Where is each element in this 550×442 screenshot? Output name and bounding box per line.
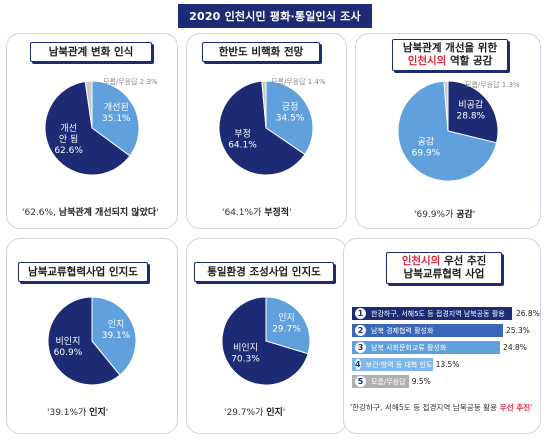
- panel-4-caption: '39.1%가 인지': [47, 408, 109, 418]
- bar-label-3: 남북 사회문화교류 활성화: [371, 343, 447, 352]
- bar-value-1: 26.8%: [516, 309, 540, 318]
- panel-6-title-line2: 남북교류협력 사업: [403, 268, 485, 280]
- pie-slice-value-2: 62.6%: [54, 146, 83, 156]
- panel-3-title: 남북관계 개선을 위한 인천시의 역할 공감: [392, 39, 508, 71]
- pie-slice-1: [265, 80, 314, 156]
- pie-slice-value-2: 69.9%: [412, 148, 441, 158]
- pie-slice-label-2: 비인지: [233, 343, 258, 354]
- pie-slice-value-1: 29.7%: [272, 324, 301, 334]
- bar-value-2: 25.3%: [506, 326, 530, 335]
- bar-5: 5 모름/무응답: [352, 375, 409, 388]
- bar-rank-4: 4: [355, 359, 361, 370]
- pie-slice-2: [221, 296, 309, 386]
- pie-slice-3: [443, 80, 449, 132]
- bar-label-2: 남북 경제협력 활성화: [371, 326, 434, 335]
- pie-slice-2: [218, 80, 306, 176]
- page-title: 2020 인천시민 평화·통일인식 조사: [178, 4, 372, 28]
- bar-4: 4 보건·방역 등 대북 인도적 지원: [352, 358, 454, 371]
- bar-value-3: 24.8%: [503, 343, 527, 352]
- pie-slice-label-1: 긍정: [282, 102, 299, 113]
- pie-slice-value-2: 60.9%: [54, 348, 83, 358]
- pie-slice-2: [44, 80, 131, 176]
- pie-slice-label-2: 공감: [418, 135, 435, 147]
- pie-slice-label-2: 비인지: [56, 336, 81, 347]
- panel-3-title-line1: 남북관계 개선을 위한: [402, 42, 498, 54]
- pie-slice-value-2: 64.1%: [228, 140, 257, 150]
- bar-row-1: 1 한강하구, 서해5도 등 접경지역 남북공동 활용: [352, 307, 512, 320]
- bar-row-4: 4 보건·방역 등 대북 인도적 지원: [352, 358, 454, 371]
- panel-4-title: 남북교류협력사업 인지도: [18, 262, 148, 282]
- panel-5-title: 통일환경 조성사업 인지도: [194, 262, 334, 282]
- pie-slice-1: [447, 80, 499, 144]
- panel-1-title: 남북관계 변화 인식: [30, 42, 152, 62]
- bar-1: 1 한강하구, 서해5도 등 접경지역 남북공동 활용: [352, 307, 512, 320]
- pie-slice-3: [261, 80, 267, 129]
- pie-slice-value-2: 70.3%: [231, 355, 260, 365]
- bar-value-4: 13.5%: [435, 360, 460, 369]
- bar-row-2: 2 남북 경제협력 활성화: [352, 324, 504, 337]
- panel-3-dontknow-label: 모름/무응답 1.3%: [465, 81, 520, 89]
- bar-rank-3: 3: [355, 342, 366, 353]
- panel-1-caption: '62.6%, 남북관계 개선되지 않았다': [22, 208, 159, 218]
- pie-slice-value-1: 28.8%: [457, 112, 486, 122]
- pie-slice-label-1: 비공감: [458, 99, 483, 111]
- bar-2: 2 남북 경제협력 활성화: [352, 324, 504, 337]
- bar-rank-5: 5: [355, 376, 366, 387]
- bar-label-1: 한강하구, 서해5도 등 접경지역 남북공동 활용: [371, 309, 505, 318]
- panel-2-caption: '64.1%가 부정적': [222, 208, 292, 218]
- pie-slice-value-1: 35.1%: [102, 114, 131, 124]
- bar-row-5: 5 모름/무응답: [352, 375, 409, 388]
- bar-row-3: 3 남북 사회문화교류 활성화: [352, 341, 501, 354]
- bar-label-4: 보건·방역 등 대북 인도적 지원: [365, 360, 454, 369]
- bar-rank-1: 1: [355, 308, 366, 319]
- panel-6-caption: '한강하구, 서해5도 등 접경지역 남북공동 활용 우선 추진': [350, 403, 533, 412]
- pie-slice-label-2-1: 개선: [60, 123, 77, 134]
- pie-slice-1: [91, 80, 140, 157]
- pie-slice-1: [265, 296, 311, 355]
- panel-1-dontknow-label: 모름/무응답 2.3%: [103, 78, 158, 86]
- bar-3: 3 남북 사회문화교류 활성화: [352, 341, 501, 354]
- bar-value-5: 9.5%: [411, 377, 431, 386]
- pie-slice-2: [47, 296, 121, 386]
- pie-slice-value-1: 39.1%: [102, 331, 131, 341]
- panel-6-title: 인천시의 우선 추진 남북교류협력 사업: [386, 252, 502, 284]
- panel-3-caption: '69.9%가 공감': [414, 210, 476, 220]
- pie-slice-label-2: 부정: [234, 128, 251, 139]
- panel-5-caption: '29.7%가 인지': [224, 408, 286, 418]
- pie-slice-3: [84, 80, 93, 129]
- pie-slice-label-1: 인지: [278, 312, 295, 323]
- bar-label-5: 모름/무응답: [371, 377, 406, 386]
- pie-slice-value-1: 34.5%: [276, 114, 305, 124]
- bar-rank-2: 2: [355, 325, 366, 336]
- pie-slice-label-1: 개선된: [104, 101, 129, 113]
- pie-slice-2: [397, 80, 498, 182]
- pie-slice-label-2-2: 안 됨: [59, 133, 78, 145]
- panel-3-title-line2: 인천시의 역할 공감: [407, 55, 493, 67]
- panel-2-title: 한반도 비핵화 전망: [202, 42, 320, 62]
- pie-slice-label-1: 인지: [108, 319, 125, 330]
- pie-slice-1: [91, 296, 137, 376]
- panel-6-title-line1: 인천시의 우선 추진: [401, 255, 487, 267]
- panel-2-dontknow-label: 모름/무응답 1.4%: [271, 78, 326, 86]
